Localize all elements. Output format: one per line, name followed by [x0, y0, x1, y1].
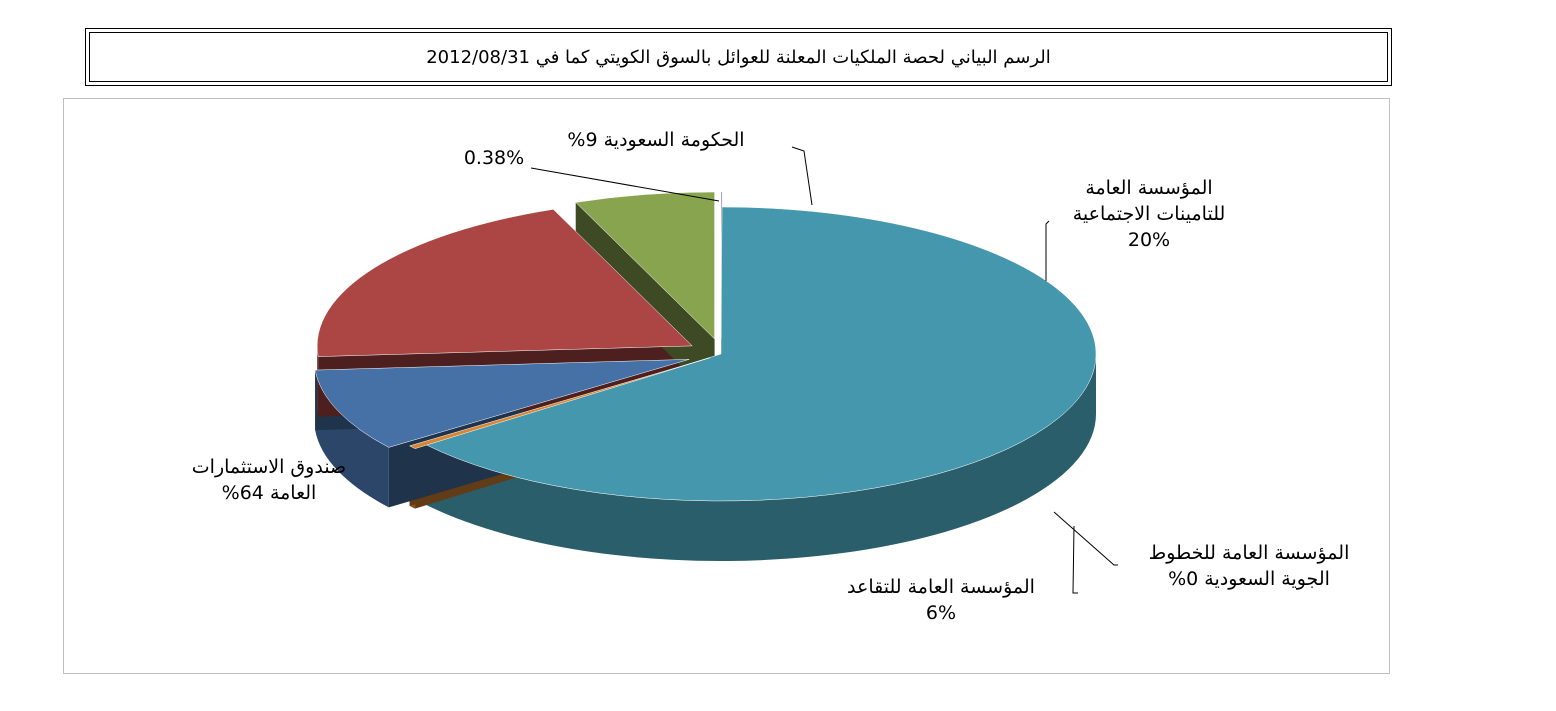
pie-chart: صندوق الاستثمارات العامة 64% 0.38% الحكومة … [192, 129, 1350, 624]
leader-line-pension [1072, 525, 1078, 594]
chart-area: صندوق الاستثمارات العامة 64% 0.38% الحكومة … [63, 98, 1390, 674]
data-label-airlines: المؤسسة العامة للخطوط الجوية السعودية 0% [1149, 542, 1350, 590]
data-label-line: العامة 64% [222, 482, 317, 504]
data-label-line: للتامينات الاجتماعية [1073, 203, 1226, 225]
data-label-line: الحكومة السعودية 9% [567, 129, 744, 151]
pie-tops [314, 191, 1097, 502]
data-label-line: 0.38% [464, 147, 524, 169]
data-label-gosi: المؤسسة العامة للتامينات الاجتماعية 20% [1073, 177, 1226, 251]
data-label-pif: صندوق الاستثمارات العامة 64% [192, 456, 346, 504]
data-label-line: 6% [926, 602, 956, 624]
leader-line-gosi [1045, 220, 1050, 281]
slice-pension [575, 191, 715, 340]
leader-lines [530, 146, 1118, 594]
data-labels: صندوق الاستثمارات العامة 64% 0.38% الحكومة … [192, 129, 1350, 624]
chart-title-frame: الرسم البياني لحصة الملكيات المعلنة للعو… [85, 28, 1392, 86]
leader-line-gov [791, 146, 813, 206]
slice-airlines [720, 191, 723, 339]
data-label-line: المؤسسة العامة للتقاعد [847, 576, 1035, 598]
data-label-other: 0.38% [464, 147, 524, 169]
data-label-gov: الحكومة السعودية 9% [567, 129, 744, 151]
data-label-line: الجوية السعودية 0% [1168, 568, 1330, 590]
slice-side-gov [315, 370, 389, 508]
data-label-line: 20% [1128, 229, 1170, 251]
data-label-line: المؤسسة العامة للخطوط [1149, 542, 1350, 564]
data-label-pension: المؤسسة العامة للتقاعد 6% [847, 576, 1035, 624]
slice-gosi [316, 209, 693, 357]
slice-side-pif [426, 354, 1097, 561]
slice-gov [314, 359, 690, 448]
chart-title: الرسم البياني لحصة الملكيات المعلنة للعو… [89, 32, 1388, 82]
data-label-line: المؤسسة العامة [1085, 177, 1212, 199]
slice-other [408, 357, 710, 449]
slice-pif [425, 206, 1097, 502]
data-label-line: صندوق الاستثمارات [192, 456, 346, 478]
leader-line-other [530, 167, 720, 202]
leader-line-airlines [1053, 511, 1118, 566]
slice-side-gosi [317, 345, 319, 417]
